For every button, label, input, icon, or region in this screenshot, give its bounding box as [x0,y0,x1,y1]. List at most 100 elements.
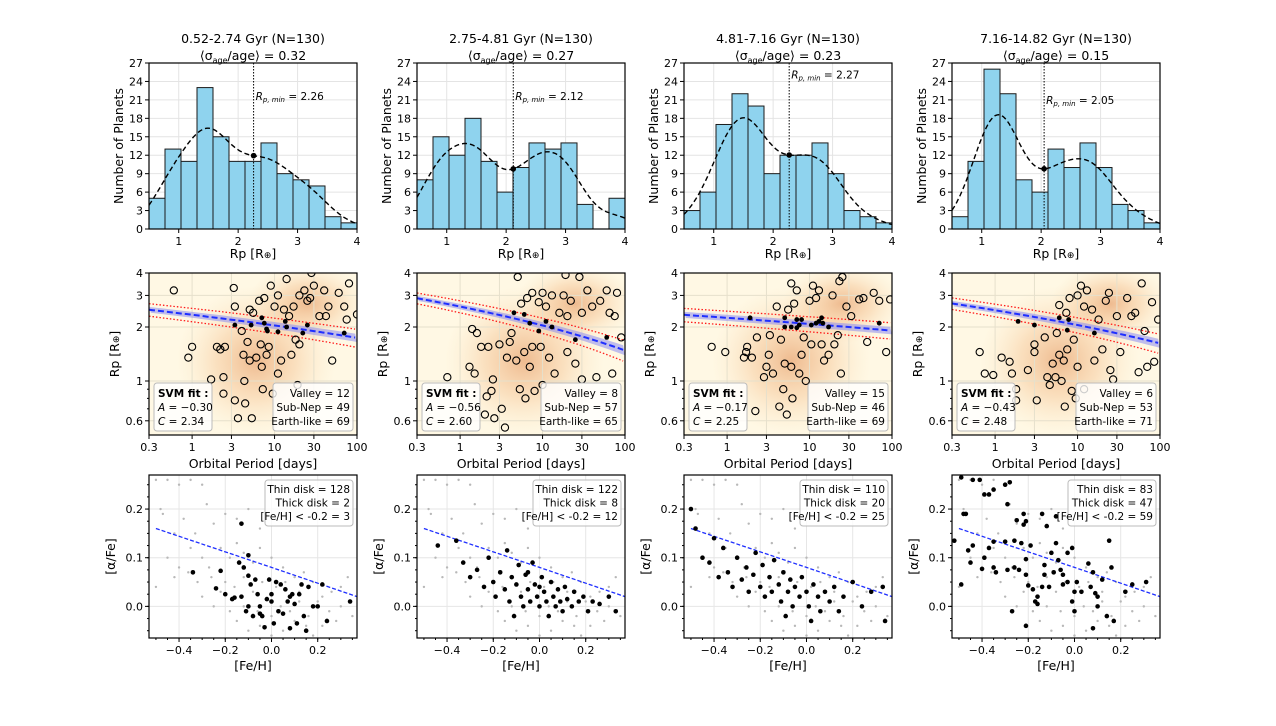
y-axis-label: [α/Fe] [638,538,653,574]
svm-fit-line [684,313,891,332]
field-star-point [480,605,483,608]
selected-star-point [250,613,256,619]
axes-frame [951,474,1161,639]
selected-star-point [1002,482,1008,488]
y-tick-label: 21 [397,94,411,107]
planet-point [303,296,312,305]
y-tick-label: 3 [939,289,946,302]
y-tick-label: 12 [397,149,411,162]
x-tick-label: 30 [307,441,321,454]
histogram-bar [1143,222,1161,230]
x-tick-label: 3 [1097,235,1104,248]
field-star-point [1119,600,1122,603]
y-axis-label: [α/Fe] [906,538,921,574]
y-tick-label: 0.2 [126,503,144,516]
field-star-point [828,575,831,579]
field-star-point [572,624,576,628]
x-tick-label: 3 [228,441,235,454]
field-star-point [833,600,836,603]
y-tick-label: 0 [136,223,143,236]
field-star-point [293,619,296,623]
y-tick-label: 0.0 [394,600,412,613]
x-tick-label: 30 [842,441,856,454]
count-sub_nep: Sub-Nep = 49 [276,402,350,414]
field-star-point [1013,575,1016,579]
svm-margin-lower [417,303,624,362]
field-star-point [492,512,495,516]
valley-planet-point [796,322,802,328]
field-star-point [457,478,460,482]
selected-star-point [734,555,740,561]
selected-star-point [1044,523,1050,529]
selected-star-point [236,560,242,565]
field-star-point [886,614,889,618]
valley-planet-point [543,318,549,324]
selected-star-point [1095,594,1100,599]
field-star-point [526,546,530,550]
field-star-point [247,629,250,632]
field-star-point [561,619,564,623]
selected-star-point [481,584,487,590]
earth-symbol: ⊕ [647,336,657,344]
planet-point [808,281,818,290]
field-star-point [556,610,560,613]
selected-star-point [474,567,480,573]
field-star-point [228,556,232,559]
selected-star-point [730,584,735,590]
rp-min-annotation: Rp, min = 2.26 [256,91,325,104]
valley-planet-point [747,315,753,321]
x-tick-label: 10 [536,441,550,454]
period-radius-scatter: 0.3 1 3 10 30 100 0.6 1 2 3 4 SVM fit : A = −0.56 C =… [375,267,636,471]
y-tick-label: 15 [397,131,411,144]
selected-star-point [299,582,304,587]
planet-point [1063,345,1072,354]
planet-point [842,302,851,311]
planet-point [534,298,543,307]
y-tick-label: 0 [404,223,411,236]
field-star-point [224,512,227,516]
x-tick-label: −0.4 [434,644,461,657]
y-tick-label: 3 [939,205,946,218]
field-star-point [735,483,739,486]
selected-star-point [991,487,996,492]
selected-star-point [1030,587,1036,592]
planet-point [1079,302,1089,311]
field-star-point [828,619,831,623]
x-tick-label: 3 [829,235,836,248]
planet-point [468,324,477,334]
valley-planet-point [1066,317,1072,322]
selected-star-point [276,608,281,614]
rp-axis-label: Rp [R⊕] [642,331,657,378]
field-star-point [304,624,308,628]
count-earth_like: Earth-like = 69 [271,416,350,428]
field-star-point [547,605,550,608]
planet-point [814,286,824,295]
planet-point [320,286,329,295]
selected-star-point [435,543,441,548]
planet-point [237,326,246,336]
planet-point [512,356,521,365]
planet-point [741,347,751,357]
planet-point [747,353,757,362]
field-star-point [837,571,841,574]
selected-star-point [958,582,964,587]
planet-point [470,369,479,378]
planet-point [241,399,250,408]
selected-star-point [799,574,805,580]
planet-point [602,286,611,295]
svm-margin-upper [149,303,356,330]
field-star-point [814,605,817,608]
field-star-point [1105,571,1109,574]
legend-box [540,382,622,432]
selected-star-point [1143,579,1149,585]
planet-point [334,288,343,298]
planet-point [256,340,265,349]
x-tick-label: 1 [724,441,731,454]
field-star-point [1027,580,1030,584]
field-star-point [346,575,349,579]
planet-point [220,342,230,352]
selected-star-point [539,574,545,580]
selected-star-point [1023,556,1029,562]
field-star-point [261,580,264,584]
field-star-point [759,512,762,516]
